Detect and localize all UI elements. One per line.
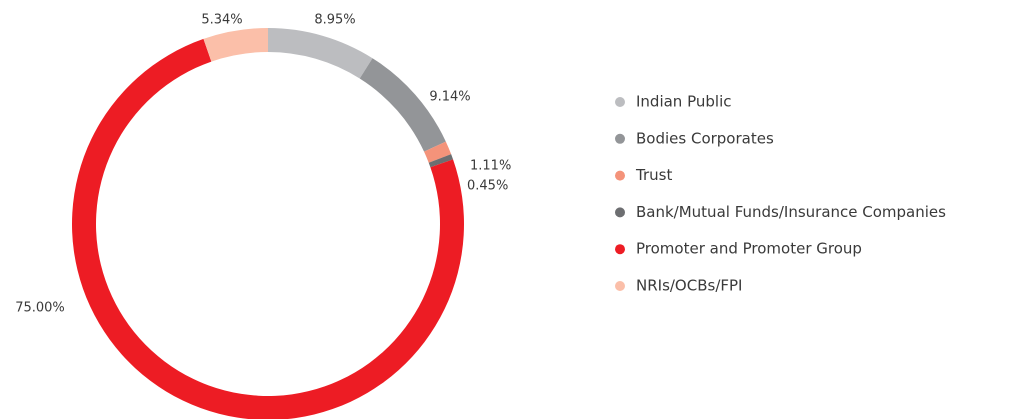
legend-marker (615, 97, 625, 107)
legend-label: Bank/Mutual Funds/Insurance Companies (636, 203, 946, 221)
legend-label: Bodies Corporates (636, 129, 774, 147)
slice-label: 1.11% (470, 159, 511, 174)
legend-marker (615, 281, 625, 291)
legend-marker (615, 244, 625, 255)
slice-label: 5.34% (201, 13, 242, 28)
slice-label: 0.45% (467, 179, 508, 194)
donut-slice (268, 28, 373, 79)
slice-label: 75.00% (15, 301, 65, 316)
legend-marker (615, 207, 625, 218)
donut-slice (203, 28, 268, 62)
legend-marker (615, 170, 625, 181)
slice-label: 8.95% (314, 13, 355, 28)
legend-label: Promoter and Promoter Group (636, 240, 862, 258)
donut-slice (359, 58, 446, 152)
donut-slice (428, 154, 454, 168)
donut-slice (424, 141, 452, 163)
legend-label: NRIs/OCBs/FPI (636, 277, 742, 295)
legend-label: Trust (635, 166, 672, 184)
legend-marker (615, 133, 625, 144)
slice-label: 9.14% (429, 90, 470, 105)
legend-label: Indian Public (636, 93, 731, 111)
